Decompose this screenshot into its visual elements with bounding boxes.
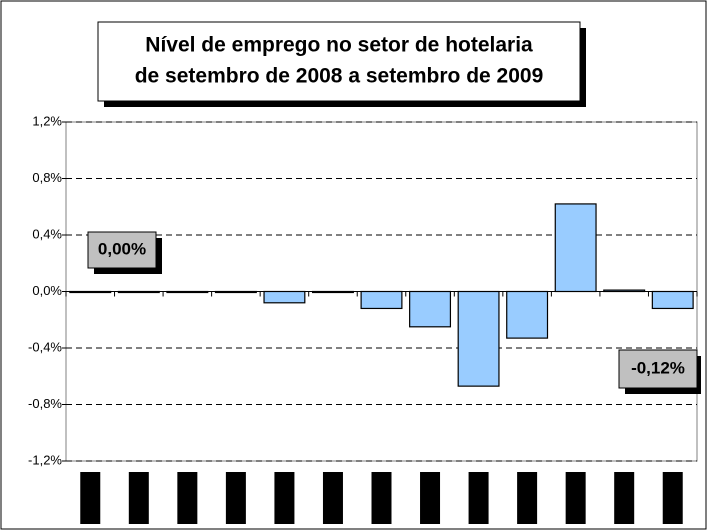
x-label-redacted — [177, 472, 198, 524]
bar — [311, 290, 354, 294]
bar — [603, 289, 646, 293]
bar — [457, 290, 500, 387]
x-label-redacted — [614, 472, 635, 524]
chart-title: Nível de emprego no setor de hotelaria — [145, 34, 533, 57]
x-label-redacted — [662, 472, 683, 524]
y-tick-label: -1,2% — [28, 452, 62, 467]
x-label-redacted — [468, 472, 489, 524]
y-tick-label: 0,8% — [32, 170, 62, 185]
bar — [360, 290, 403, 310]
y-tick-label: 0,0% — [32, 283, 62, 298]
x-label-redacted — [517, 472, 538, 524]
y-tick-label: -0,8% — [28, 396, 62, 411]
bar — [409, 290, 452, 328]
annotation: 0,00% — [98, 239, 146, 258]
annotation-box — [87, 231, 157, 269]
bar — [506, 290, 549, 339]
annotation-box — [618, 349, 698, 389]
chart-title: de setembro de 2008 a setembro de 2009 — [135, 65, 544, 88]
title-box — [97, 21, 581, 102]
bar — [69, 290, 112, 294]
bar — [117, 290, 160, 294]
bar — [166, 290, 209, 294]
bar — [651, 290, 694, 310]
bar — [554, 203, 597, 293]
bar — [263, 290, 306, 304]
annotation: -0,12% — [631, 358, 685, 377]
bar — [214, 290, 257, 294]
x-label-redacted — [225, 472, 246, 524]
x-label-redacted — [322, 472, 343, 524]
y-tick-label: -0,4% — [28, 339, 62, 354]
y-tick-label: 0,4% — [32, 226, 62, 241]
x-label-redacted — [80, 472, 101, 524]
x-label-redacted — [128, 472, 149, 524]
y-tick-label: 1,2% — [32, 113, 62, 128]
x-label-redacted — [420, 472, 441, 524]
x-label-redacted — [565, 472, 586, 524]
x-label-redacted — [274, 472, 295, 524]
x-label-redacted — [371, 472, 392, 524]
